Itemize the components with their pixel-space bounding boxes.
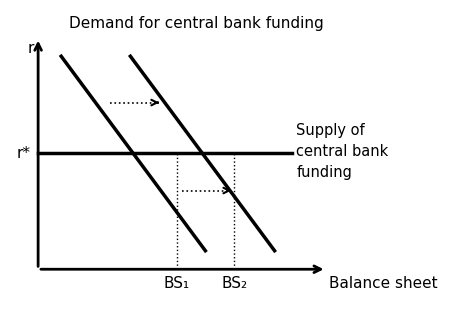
- Text: r*: r*: [17, 146, 31, 161]
- Text: BS₂: BS₂: [221, 276, 247, 291]
- Text: Demand for central bank funding: Demand for central bank funding: [69, 16, 324, 31]
- Text: r: r: [27, 41, 34, 56]
- Text: Balance sheet: Balance sheet: [329, 276, 438, 291]
- Text: BS₁: BS₁: [164, 276, 190, 291]
- Text: Supply of
central bank
funding: Supply of central bank funding: [296, 123, 388, 180]
